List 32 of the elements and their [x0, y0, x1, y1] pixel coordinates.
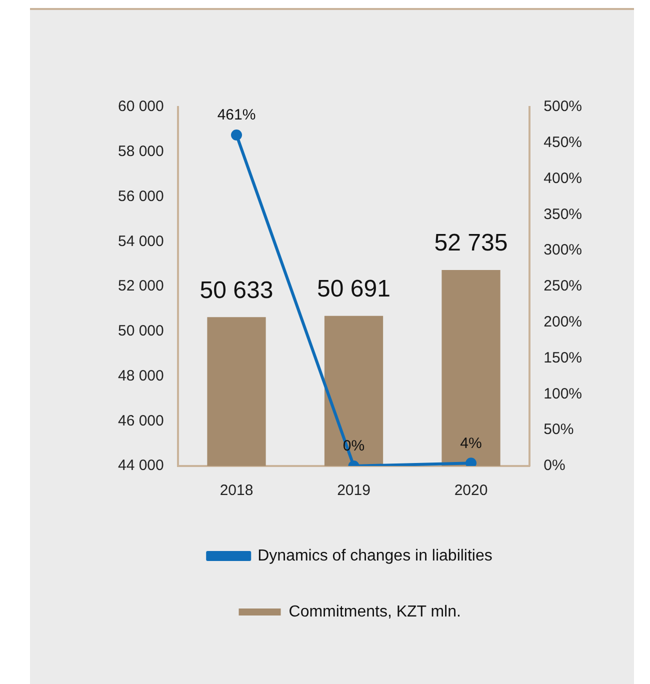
x-tick-label: 2018 [220, 482, 254, 500]
y-tick-label: 50 000 [118, 322, 164, 340]
y2-tick-label: 350% [544, 206, 582, 223]
legend-label: Commitments, KZT mln. [288, 603, 461, 620]
y-tick-label: 46 000 [118, 412, 164, 430]
y-tick-label: 44 000 [118, 457, 164, 474]
y2-tick-label: 500% [544, 98, 582, 116]
y2-tick-label: 450% [544, 134, 582, 152]
x-tick-label: 2019 [337, 482, 370, 500]
y2-tick-label: 400% [544, 170, 582, 187]
y-tick-label: 48 000 [118, 367, 164, 384]
y-tick-label: 56 000 [118, 188, 164, 205]
y2-tick-label: 50% [544, 421, 574, 438]
y-tick-label: 54 000 [118, 232, 164, 250]
y2-tick-label: 100% [544, 385, 582, 402]
data-label: 4% [460, 434, 482, 452]
y2-tick-label: 0% [544, 457, 566, 474]
y2-tick-label: 300% [544, 242, 582, 259]
y2-tick-label: 250% [544, 278, 582, 295]
point [466, 458, 477, 466]
text: 52 735 [434, 230, 508, 257]
y-tick-label: 60 000 [118, 98, 164, 116]
text: 50 691 [317, 275, 390, 302]
data-label: 461% [217, 106, 256, 124]
y2-tick-label: 150% [544, 349, 582, 366]
point [231, 130, 242, 140]
y-tick-label: 52 000 [118, 278, 164, 295]
y-tick-label: 58 000 [118, 143, 164, 160]
legend-label: Dynamics of changes in liabilities [258, 547, 492, 564]
x-tick-label: 2020 [454, 482, 488, 500]
text: 50 633 [200, 276, 274, 304]
y2-tick-label: 200% [544, 314, 582, 331]
